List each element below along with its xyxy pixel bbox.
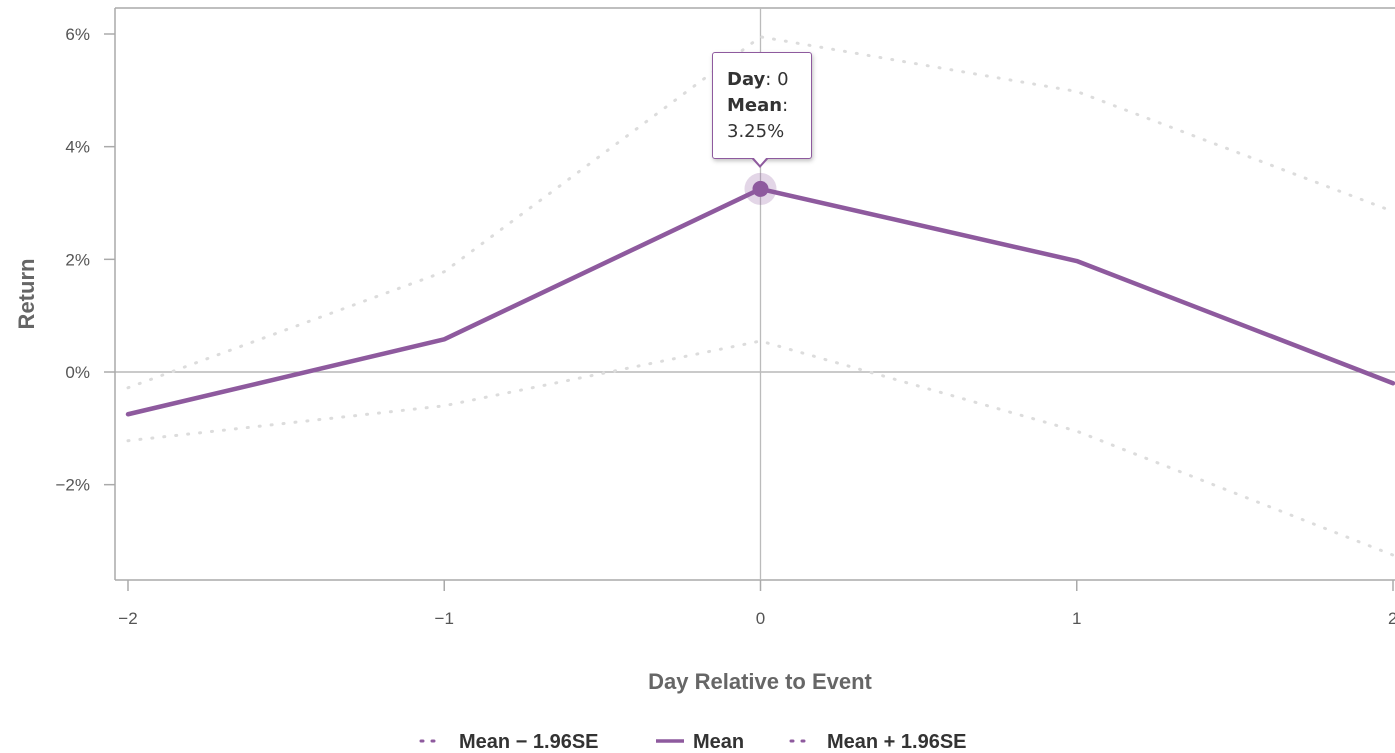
tooltip-mean-row: Mean: bbox=[727, 93, 799, 119]
tooltip-mean-sep: : bbox=[782, 95, 789, 116]
x-axis-title: Day Relative to Event bbox=[648, 669, 872, 694]
y-tick-label: −2% bbox=[56, 476, 91, 495]
y-axis-ticks: 6% 4% 2% 0% −2% bbox=[56, 25, 115, 495]
tooltip-pointer-inner bbox=[753, 157, 767, 165]
tooltip-day-sep: : bbox=[765, 69, 778, 90]
y-tick-label: 0% bbox=[65, 363, 90, 382]
y-tick-label: 2% bbox=[65, 250, 90, 269]
tooltip-day-key: Day bbox=[727, 69, 766, 90]
x-tick-label: 0 bbox=[756, 609, 765, 628]
highlight-marker-group[interactable] bbox=[744, 172, 777, 205]
y-axis-title: Return bbox=[14, 259, 39, 330]
tooltip-mean-value: 3.25% bbox=[727, 121, 785, 142]
tooltip-day-row: Day: 0 bbox=[727, 67, 799, 93]
tooltip-mean-key: Mean bbox=[727, 95, 783, 116]
legend-item-lower[interactable]: Mean − 1.96SE bbox=[419, 731, 599, 753]
legend-item-mean[interactable]: Mean bbox=[656, 731, 744, 753]
legend-label-upper: Mean + 1.96SE bbox=[827, 731, 967, 753]
tooltip: Day: 0 Mean: 3.25% bbox=[712, 52, 812, 159]
tooltip-day-value: 0 bbox=[777, 69, 789, 90]
series-upper-bound[interactable] bbox=[126, 35, 1395, 390]
y-tick-label: 4% bbox=[65, 138, 90, 157]
legend-item-upper[interactable]: Mean + 1.96SE bbox=[789, 731, 967, 753]
x-tick-label: 1 bbox=[1072, 609, 1081, 628]
legend-label-lower: Mean − 1.96SE bbox=[459, 731, 599, 753]
legend: Mean − 1.96SE Mean Mean + 1.96SE bbox=[419, 731, 967, 753]
x-tick-label: −2 bbox=[118, 609, 137, 628]
x-tick-label: −1 bbox=[435, 609, 454, 628]
x-axis-ticks: −2 −1 0 1 2 bbox=[118, 580, 1395, 628]
legend-label-mean: Mean bbox=[693, 731, 744, 753]
x-tick-label: 2 bbox=[1388, 609, 1395, 628]
y-tick-label: 6% bbox=[65, 25, 90, 44]
highlight-point[interactable] bbox=[752, 180, 769, 197]
